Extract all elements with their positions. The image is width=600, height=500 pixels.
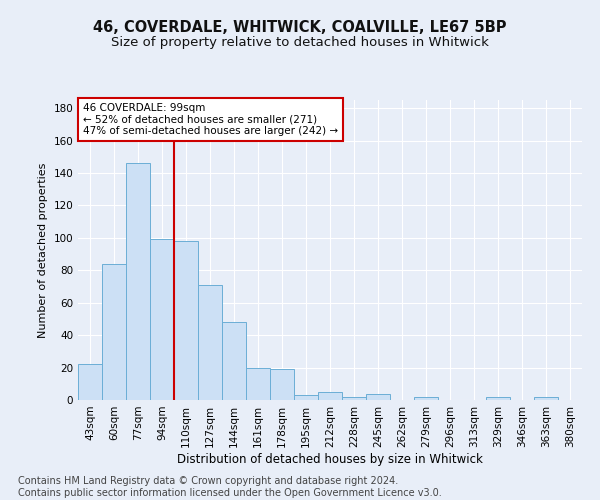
Y-axis label: Number of detached properties: Number of detached properties [38, 162, 48, 338]
Bar [150, 240, 174, 400]
Text: Size of property relative to detached houses in Whitwick: Size of property relative to detached ho… [111, 36, 489, 49]
Bar [78, 364, 102, 400]
Bar [414, 397, 438, 400]
Bar [318, 392, 342, 400]
Bar [366, 394, 390, 400]
Bar [270, 369, 294, 400]
Bar [486, 397, 510, 400]
Bar [222, 322, 246, 400]
Bar [102, 264, 126, 400]
Bar [198, 285, 222, 400]
X-axis label: Distribution of detached houses by size in Whitwick: Distribution of detached houses by size … [177, 452, 483, 466]
Text: Contains HM Land Registry data © Crown copyright and database right 2024.
Contai: Contains HM Land Registry data © Crown c… [18, 476, 442, 498]
Bar [174, 241, 198, 400]
Text: 46 COVERDALE: 99sqm
← 52% of detached houses are smaller (271)
47% of semi-detac: 46 COVERDALE: 99sqm ← 52% of detached ho… [83, 103, 338, 136]
Bar [126, 163, 150, 400]
Bar [294, 395, 318, 400]
Text: 46, COVERDALE, WHITWICK, COALVILLE, LE67 5BP: 46, COVERDALE, WHITWICK, COALVILLE, LE67… [93, 20, 507, 35]
Bar [342, 397, 366, 400]
Bar [246, 368, 270, 400]
Bar [534, 397, 558, 400]
